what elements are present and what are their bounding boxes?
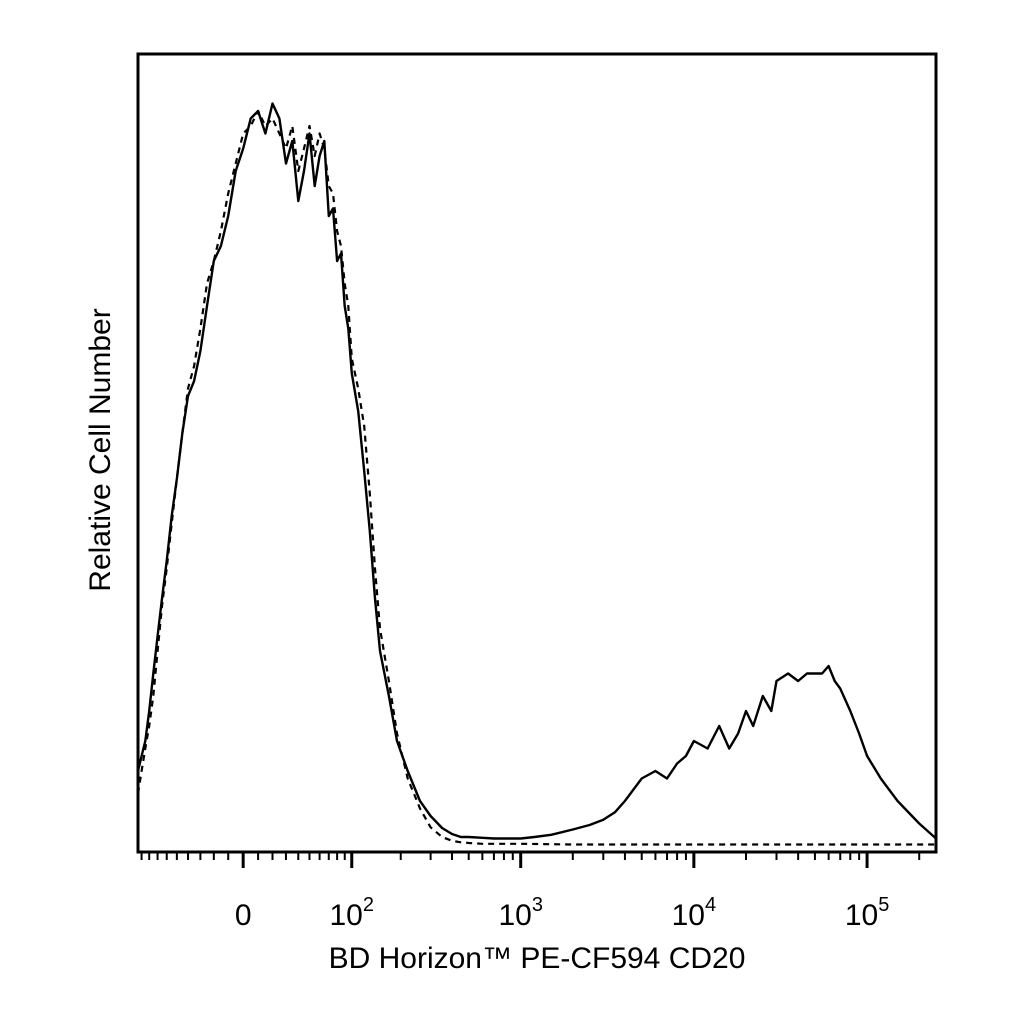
x-tick-label: 105 — [845, 894, 890, 932]
x-axis-tick-labels: 0 102 103 104 105 — [235, 894, 890, 932]
series-line-solid — [136, 102, 937, 840]
y-axis-label: Relative Cell Number — [84, 308, 117, 591]
x-axis-minor-ticks — [140, 852, 921, 860]
series-line-dashed — [136, 109, 936, 846]
x-tick-label: 103 — [498, 894, 543, 932]
series-layer — [136, 102, 937, 846]
x-tick-label: 0 — [235, 899, 252, 932]
x-tick-label: 104 — [672, 894, 717, 932]
x-axis-major-ticks — [241, 852, 869, 868]
x-axis-label: BD Horizon™ PE-CF594 CD20 — [329, 942, 746, 975]
x-tick-label: 102 — [330, 894, 375, 932]
plot-frame — [136, 52, 938, 854]
